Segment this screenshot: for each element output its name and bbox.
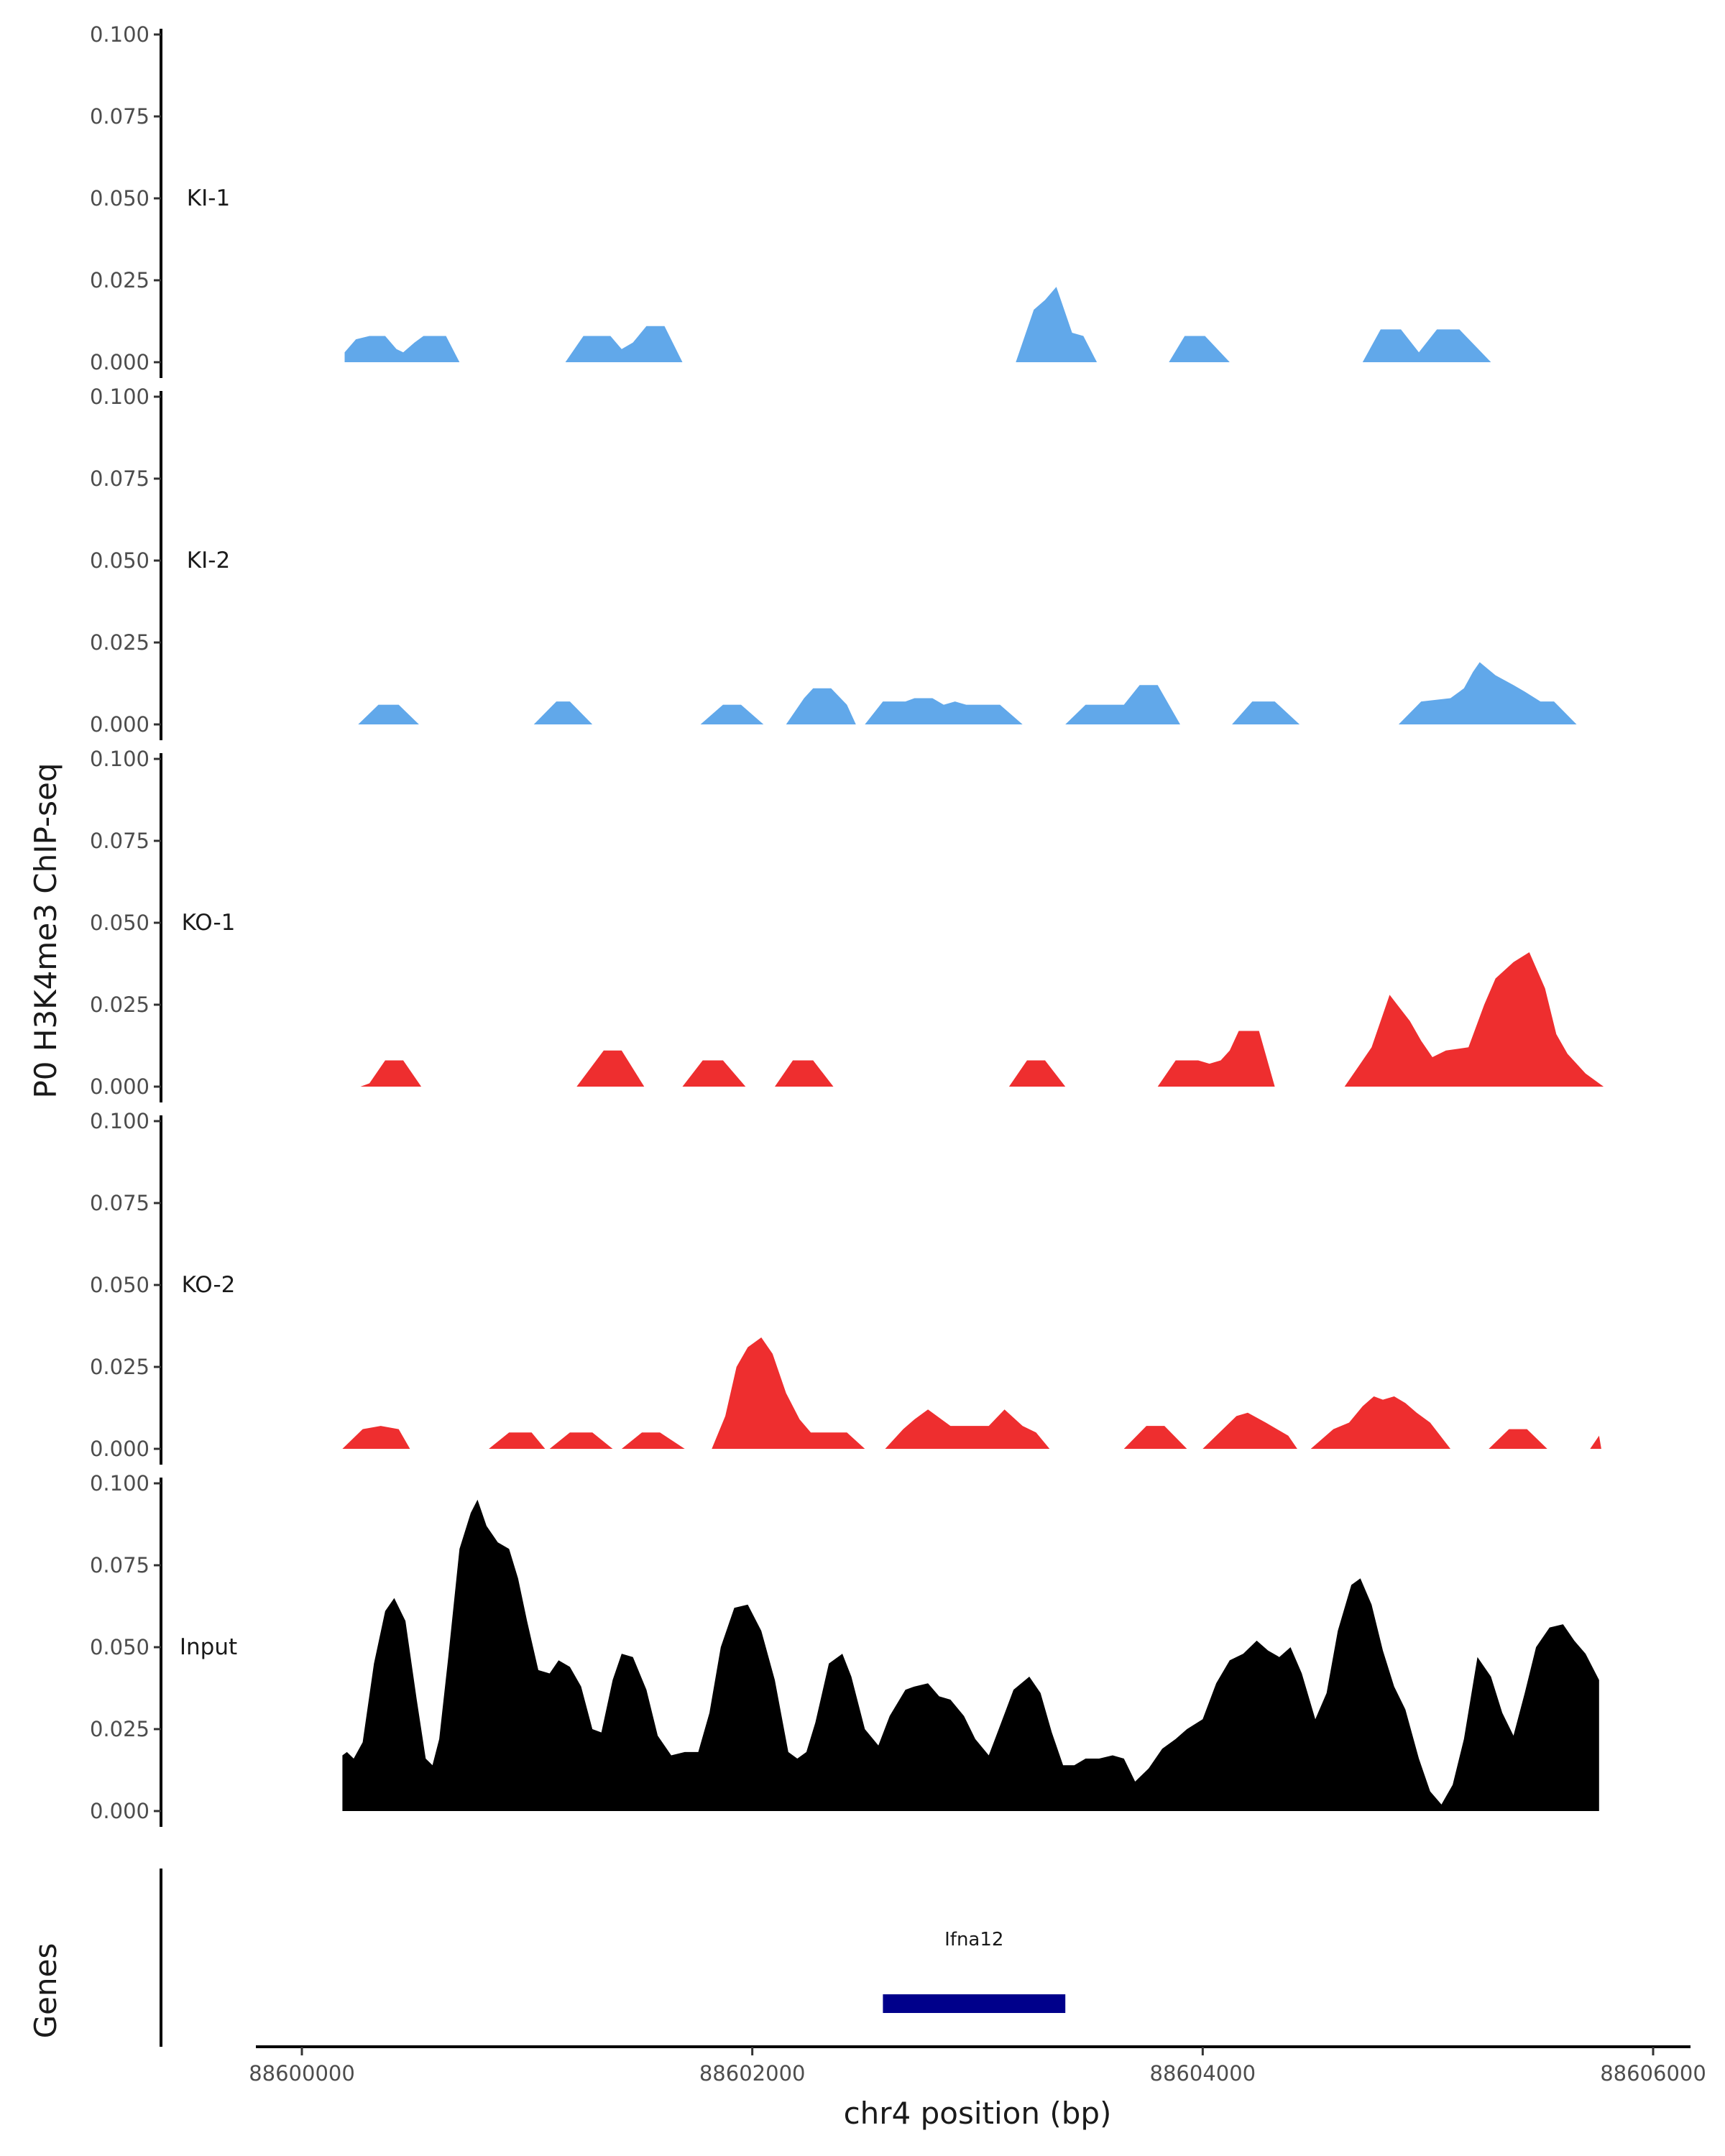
track-label: Input xyxy=(180,1634,237,1660)
track-ki-1: 0.000 0.025 0.050 0.075 0.100 KI-1 xyxy=(90,22,1491,378)
y-tick-label: 0.000 xyxy=(90,712,150,737)
x-tick-label: 88602000 xyxy=(699,2061,806,2086)
y-tick-label: 0.075 xyxy=(90,466,150,491)
genes-track-title: Genes xyxy=(28,1943,63,2039)
y-tick-label: 0.100 xyxy=(90,384,150,409)
y-tick-label: 0.050 xyxy=(90,548,150,573)
x-tick-label: 88604000 xyxy=(1150,2061,1256,2086)
y-tick-label: 0.025 xyxy=(90,630,150,655)
gene-ifna12: Ifna12 xyxy=(883,1929,1066,2013)
y-tick-label: 0.000 xyxy=(90,1799,150,1823)
y-tick-label: 0.025 xyxy=(90,1355,150,1379)
y-tick-label: 0.075 xyxy=(90,829,150,853)
track-label: KO-2 xyxy=(182,1272,236,1298)
track-label: KI-2 xyxy=(187,548,230,573)
y-tick-label: 0.075 xyxy=(90,1553,150,1577)
signal-area-ko-2 xyxy=(342,1337,1601,1449)
y-tick-label: 0.000 xyxy=(90,1437,150,1461)
signal-area-input xyxy=(342,1499,1599,1811)
y-tick-label: 0.075 xyxy=(90,104,150,129)
y-tick-label: 0.050 xyxy=(90,186,150,211)
track-ki-2: 0.000 0.025 0.050 0.075 0.100 KI-2 xyxy=(90,384,1577,740)
y-tick-label: 0.100 xyxy=(90,1471,150,1496)
y-tick-label: 0.000 xyxy=(90,1074,150,1099)
track-input: 0.000 0.025 0.050 0.075 0.100 Input xyxy=(90,1471,1599,1827)
x-axis: 88600000 88602000 88604000 88606000 xyxy=(249,2045,1706,2086)
y-tick-label: 0.025 xyxy=(90,268,150,292)
y-tick-label: 0.000 xyxy=(90,350,150,374)
y-tick-label: 0.050 xyxy=(90,1635,150,1659)
y-tick-label: 0.050 xyxy=(90,1273,150,1297)
x-axis-title: chr4 position (bp) xyxy=(844,2096,1112,2131)
y-tick-label: 0.100 xyxy=(90,1109,150,1133)
x-tick-label: 88600000 xyxy=(249,2061,355,2086)
y-tick-label: 0.025 xyxy=(90,1717,150,1741)
y-tick-label: 0.100 xyxy=(90,747,150,771)
track-label: KO-1 xyxy=(182,910,236,936)
gene-label: Ifna12 xyxy=(944,1929,1003,1950)
gene-body xyxy=(883,1994,1066,2013)
y-tick-label: 0.025 xyxy=(90,992,150,1017)
track-label: KI-1 xyxy=(187,185,230,211)
signal-area-ki-2 xyxy=(358,662,1577,724)
y-tick-label: 0.050 xyxy=(90,911,150,935)
signal-area-ki-1 xyxy=(344,287,1491,362)
y-tick-label: 0.075 xyxy=(90,1191,150,1215)
track-ko-2: 0.000 0.025 0.050 0.075 0.100 KO-2 xyxy=(90,1109,1601,1465)
signal-tracks: 0.0000.0250.0500.0750.100KI-10.0000.0250… xyxy=(90,22,1604,1827)
signal-area-ko-1 xyxy=(360,952,1604,1087)
x-tick-label: 88606000 xyxy=(1600,2061,1706,2086)
y-axis-title: P0 H3K4me3 ChIP-seq xyxy=(28,763,63,1098)
gene-track: Ifna12 xyxy=(160,1869,1066,2047)
y-tick-label: 0.100 xyxy=(90,22,150,47)
track-ko-1: 0.000 0.025 0.050 0.075 0.100 KO-1 xyxy=(90,747,1604,1102)
